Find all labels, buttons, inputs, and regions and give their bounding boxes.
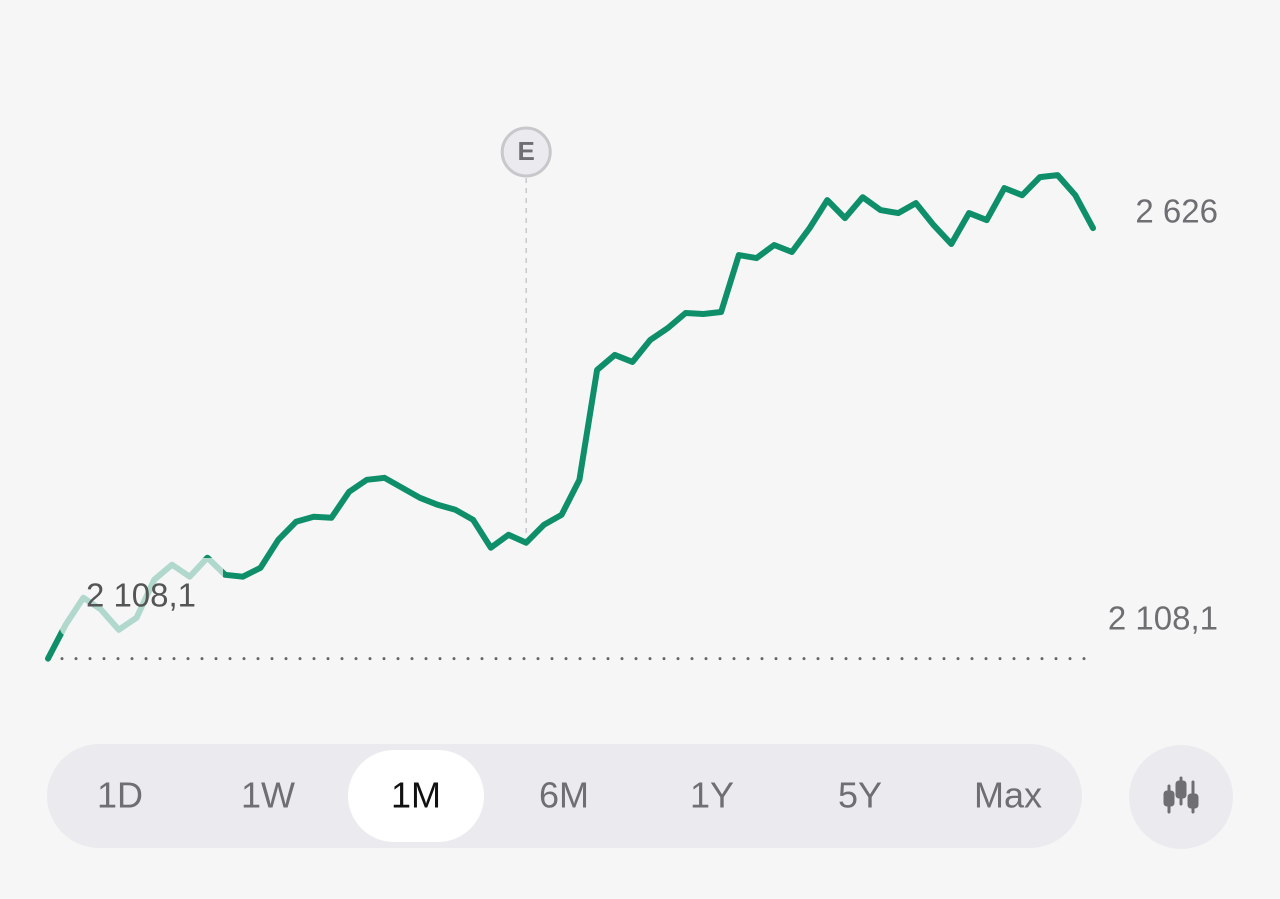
event-marker[interactable] [500,126,552,178]
range-tab[interactable]: 1D [97,775,143,816]
reference-axis-label: 2 108,1 [1108,600,1218,637]
range-tab[interactable]: Max [974,775,1042,816]
range-tab[interactable]: 1M [391,775,441,816]
range-tab[interactable]: 1Y [690,775,734,816]
last-price-label: 2 626 [1135,193,1218,230]
range-bar [47,744,1082,848]
range-tab[interactable]: 6M [539,775,589,816]
tab-selected [348,750,484,842]
range-tab[interactable]: 1W [241,775,295,816]
candle-icon [1163,776,1199,814]
reference-tag [60,558,223,636]
event-label: E [518,136,535,166]
reference-tag-label: 2 108,1 [86,577,196,614]
range-tab[interactable]: 5Y [838,775,882,816]
